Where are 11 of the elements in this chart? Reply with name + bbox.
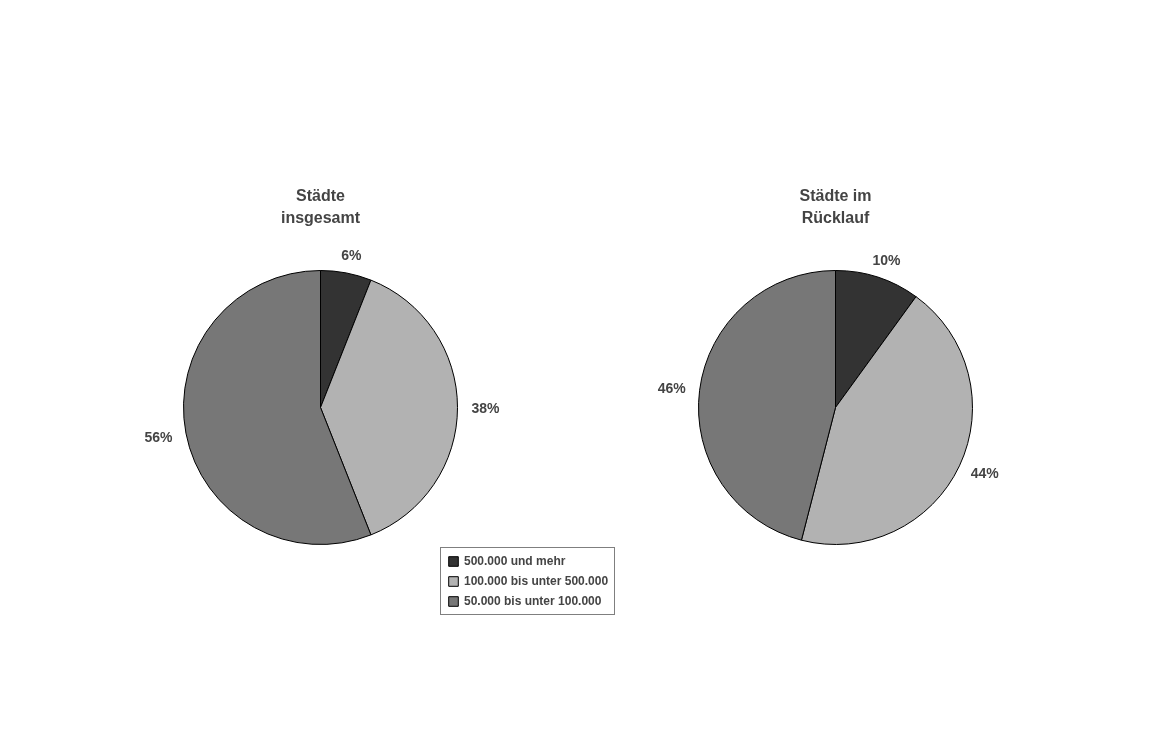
legend-label: 100.000 bis unter 500.000	[464, 574, 609, 588]
chart-title: Städte insgesamt	[280, 187, 361, 226]
data-label: 44%	[970, 465, 1000, 482]
legend-label: 50.000 bis unter 100.000	[464, 594, 602, 608]
data-label: 56%	[144, 428, 173, 445]
data-label: 46%	[657, 380, 687, 397]
legend-label: 500.000 und mehr	[464, 554, 566, 568]
data-label: 10%	[872, 252, 902, 269]
data-label: 6%	[341, 247, 363, 264]
data-label: 38%	[471, 399, 501, 416]
chart-title: Städte im Rücklauf	[799, 187, 872, 226]
